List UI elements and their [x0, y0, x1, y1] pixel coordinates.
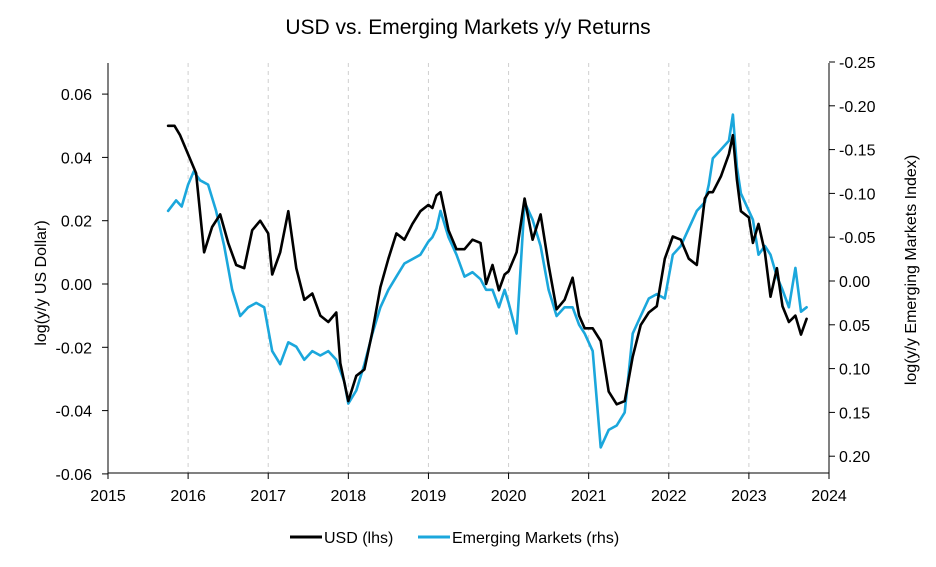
- x-tick-label-2020: 2020: [491, 488, 527, 505]
- y-right-tick-label: -0.15: [839, 143, 876, 160]
- x-tick-label-2015: 2015: [90, 488, 126, 505]
- tick-labels: 2015 2016 2017 2018 2019 2020 2021 2022 2023 2024…: [56, 55, 876, 505]
- legend-em-label: Emerging Markets (rhs): [452, 530, 619, 547]
- y-right-tick-label: 0.15: [839, 405, 870, 422]
- legend-usd-label: USD (lhs): [324, 530, 393, 547]
- series-usd-line: [166, 124, 808, 406]
- y-right-tick-label: 0.00: [839, 274, 870, 291]
- x-tick-label-2018: 2018: [331, 488, 367, 505]
- series-lines: [166, 113, 808, 449]
- y-left-tick-label: 0.04: [61, 150, 92, 167]
- y-left-tick-label: -0.06: [56, 467, 93, 484]
- chart-title: USD vs. Emerging Markets y/y Returns: [285, 16, 650, 39]
- y-left-tick-label: -0.04: [56, 404, 93, 421]
- x-tick-label-2016: 2016: [170, 488, 206, 505]
- x-tick-label-2021: 2021: [571, 488, 607, 505]
- y-right-tick-label: -0.20: [839, 99, 876, 116]
- y-right-tick-label: 0.20: [839, 449, 870, 466]
- x-tick-label-2023: 2023: [731, 488, 767, 505]
- x-tick-label-2017: 2017: [250, 488, 286, 505]
- y-left-tick-label: -0.02: [56, 340, 93, 357]
- x-tick-label-2024: 2024: [811, 488, 847, 505]
- legend: USD (lhs) Emerging Markets (rhs): [290, 530, 619, 547]
- y-left-tick-label: 0.06: [61, 87, 92, 104]
- y-axis-left-label: log(y/y US Dollar): [33, 220, 50, 345]
- x-tick-label-2019: 2019: [411, 488, 447, 505]
- y-right-tick-label: -0.25: [839, 55, 876, 72]
- y-right-tick-label: -0.10: [839, 186, 876, 203]
- y-left-tick-label: 0.00: [61, 277, 92, 294]
- y-axis-right-label: log(y/y Emerging Markets Index): [903, 155, 920, 385]
- y-right-tick-label: -0.05: [839, 230, 876, 247]
- y-right-tick-label: 0.10: [839, 362, 870, 379]
- series-emerging-markets-line: [166, 113, 808, 449]
- axes: [102, 61, 835, 479]
- y-left-tick-label: 0.02: [61, 214, 92, 231]
- x-tick-label-2022: 2022: [651, 488, 687, 505]
- y-right-tick-label: 0.05: [839, 318, 870, 335]
